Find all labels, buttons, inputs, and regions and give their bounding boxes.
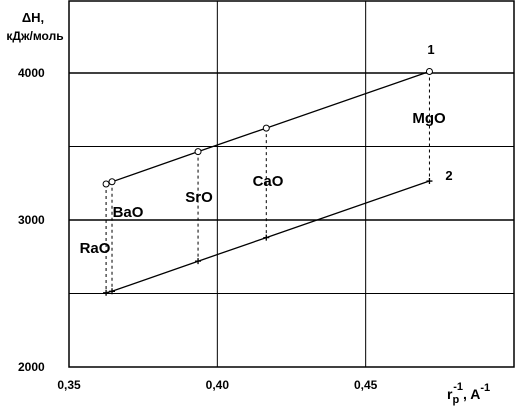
- y-tick-label: 4000: [18, 66, 45, 80]
- x-axis-label-sup2: -1: [480, 382, 490, 394]
- compound-labels: RaO BaO SrO CaO MgO: [80, 110, 446, 257]
- x-axis-label: rp-1, A-1: [447, 381, 490, 406]
- y-axis-label-line1: ΔH,: [22, 10, 44, 25]
- drop-lines: [105, 71, 430, 293]
- data-point: [108, 178, 116, 186]
- compound-label-rao: RaO: [80, 240, 111, 257]
- grid: [68, 0, 515, 368]
- data-point: [194, 148, 202, 156]
- x-tick-label: 0,45: [354, 378, 378, 392]
- x-axis-label-r: r: [447, 386, 453, 402]
- compound-label-bao: BaO: [113, 204, 144, 221]
- data-point: [102, 180, 110, 188]
- y-tick-label: 3000: [18, 213, 45, 227]
- data-point: [262, 124, 270, 132]
- x-axis-label-sub: p: [452, 394, 459, 406]
- data-point: [425, 68, 433, 76]
- series-label-2: 2: [445, 168, 452, 183]
- series-line-2: [105, 180, 430, 294]
- data-markers: [102, 68, 433, 296]
- plot-frame: [68, 0, 515, 368]
- compound-label-sro: SrO: [185, 189, 213, 206]
- y-axis-label-line2: кДж/моль: [6, 29, 63, 43]
- x-axis-label-unit: , A: [463, 386, 480, 402]
- data-point: [195, 258, 202, 265]
- data-point: [103, 289, 110, 296]
- data-point: [109, 288, 116, 295]
- compound-label-cao: CaO: [253, 173, 284, 190]
- x-tick-label: 0,40: [206, 378, 230, 392]
- data-point: [263, 234, 270, 241]
- compound-label-mgo: MgO: [412, 110, 446, 127]
- y-tick-label: 2000: [18, 360, 45, 374]
- series-label-1: 1: [427, 42, 434, 57]
- x-axis-label-sup1: -1: [453, 381, 463, 393]
- x-tick-label: 0,35: [57, 378, 81, 392]
- data-point: [426, 178, 433, 185]
- tick-labels: 0,35 0,40 0,45 2000 3000 4000: [18, 66, 378, 392]
